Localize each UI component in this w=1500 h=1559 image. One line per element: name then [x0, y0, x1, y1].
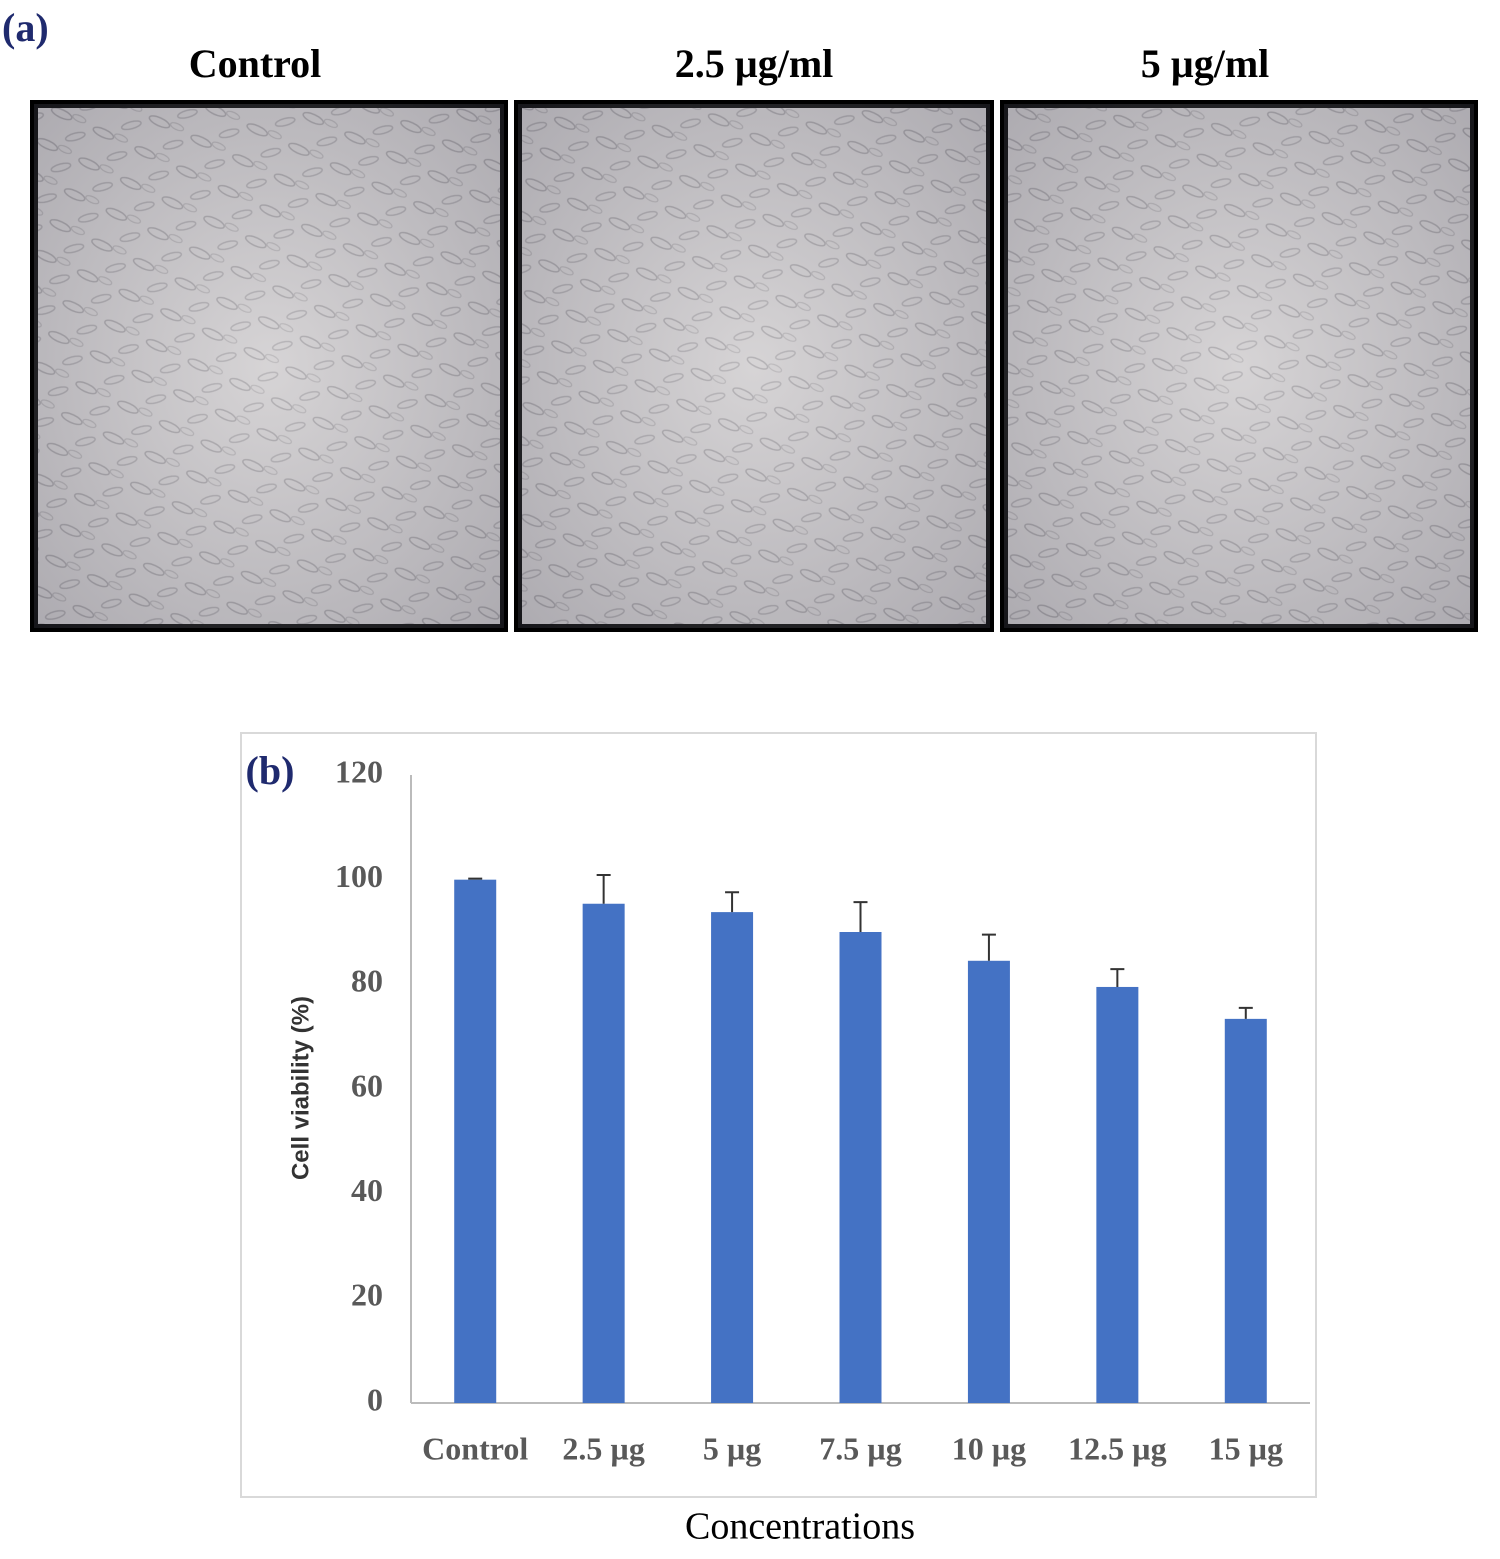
micrograph-shade — [518, 104, 990, 628]
panel-label: (a) — [2, 5, 49, 50]
image-title: Control — [189, 41, 322, 86]
bar — [711, 912, 754, 1403]
x-tick-label: 2.5 µg — [562, 1430, 644, 1466]
y-tick-label: 20 — [351, 1277, 383, 1313]
error-bar — [853, 901, 868, 932]
bar — [1096, 986, 1139, 1403]
error-bar — [725, 891, 740, 913]
panel-label: (b) — [246, 748, 295, 793]
x-tick-label: 10 µg — [952, 1430, 1026, 1466]
error-bar — [981, 933, 996, 961]
x-tick-label: 15 µg — [1209, 1430, 1283, 1466]
y-tick-label: 40 — [351, 1172, 383, 1208]
micrograph-shade — [1004, 104, 1474, 628]
x-tick-label: 5 µg — [703, 1430, 761, 1466]
bar — [454, 879, 497, 1403]
chart-frame — [240, 732, 1317, 1498]
y-tick-label: 120 — [335, 753, 383, 789]
bar — [967, 960, 1010, 1403]
y-axis-title: Cell viability (%) — [287, 996, 314, 1180]
error-bar — [1110, 968, 1125, 987]
error-bar — [596, 873, 611, 904]
micrograph-shade — [34, 104, 504, 628]
y-tick-label: 100 — [335, 858, 383, 894]
bar — [1224, 1018, 1267, 1403]
x-tick-label: Control — [422, 1430, 528, 1466]
error-bar — [1238, 1006, 1253, 1019]
x-axis-title: Concentrations — [685, 1506, 915, 1548]
micro-images — [30, 100, 1478, 632]
error-bar — [468, 877, 483, 880]
bar — [582, 903, 625, 1403]
y-tick-label: 0 — [367, 1381, 383, 1417]
x-tick-label: 12.5 µg — [1068, 1430, 1166, 1466]
y-tick-label: 80 — [351, 963, 383, 999]
y-tick-label: 60 — [351, 1067, 383, 1103]
bar — [839, 932, 882, 1403]
image-title: 5 µg/ml — [1141, 41, 1270, 86]
image-title: 2.5 µg/ml — [675, 41, 834, 86]
x-tick-label: 7.5 µg — [819, 1430, 901, 1466]
